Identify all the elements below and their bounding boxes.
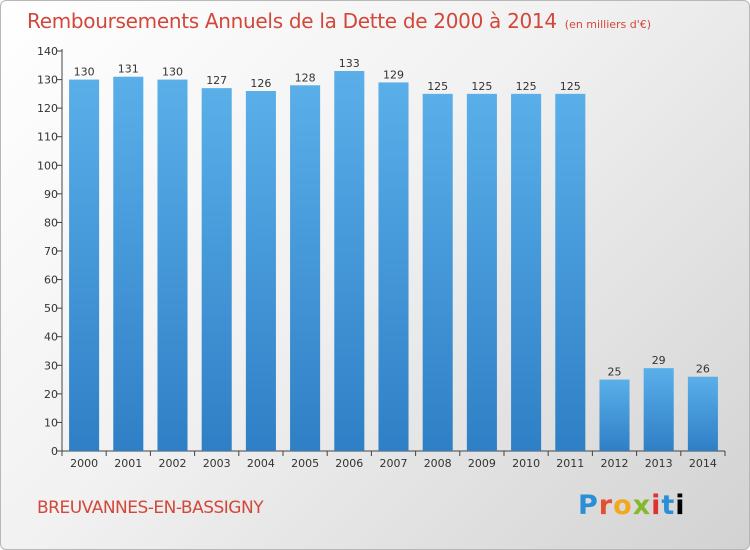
bar xyxy=(290,85,321,452)
data-label: 129 xyxy=(383,68,404,81)
x-tick-label: 2004 xyxy=(247,457,275,470)
y-tick-label: 130 xyxy=(37,74,58,87)
bar xyxy=(113,76,144,451)
bar xyxy=(157,79,188,452)
x-tick-label: 2014 xyxy=(689,457,717,470)
y-tick-label: 110 xyxy=(37,131,58,144)
data-label: 125 xyxy=(427,80,448,93)
data-label: 128 xyxy=(295,71,316,84)
data-label: 130 xyxy=(162,66,183,79)
x-tick-label: 2003 xyxy=(203,457,231,470)
bar xyxy=(334,71,365,451)
chart-axes: 0 10 20 30 40 50 60 70 80 90 100 110 120 130 140 2000 20… xyxy=(37,45,726,470)
y-tick-label: 120 xyxy=(37,102,58,115)
data-label: 125 xyxy=(471,80,492,93)
bar xyxy=(245,91,276,451)
data-label: 126 xyxy=(250,77,271,90)
x-tick-label: 2009 xyxy=(468,457,496,470)
y-tick-label: 10 xyxy=(44,416,58,429)
x-tick-label: 2002 xyxy=(159,457,187,470)
x-tick-label: 2000 xyxy=(70,457,98,470)
x-tick-label: 2005 xyxy=(291,457,319,470)
bar xyxy=(687,376,718,451)
bar xyxy=(511,93,542,451)
bar xyxy=(599,379,630,451)
y-tick-label: 70 xyxy=(44,245,58,258)
y-tick-label: 90 xyxy=(44,188,58,201)
x-tick-label: 2011 xyxy=(556,457,584,470)
proxiti-logo: Proxiti xyxy=(578,490,686,521)
bar xyxy=(69,79,100,452)
data-label: 25 xyxy=(608,366,622,379)
y-tick-label: 30 xyxy=(44,359,58,372)
y-tick-label: 40 xyxy=(44,331,58,344)
y-tick-label: 50 xyxy=(44,302,58,315)
data-label: 130 xyxy=(74,66,95,79)
x-tick-label: 2007 xyxy=(380,457,408,470)
x-tick-label: 2010 xyxy=(512,457,540,470)
x-tick-label: 2008 xyxy=(424,457,452,470)
chart-title-text: Remboursements Annuels de la Dette de 20… xyxy=(27,9,557,33)
data-label: 26 xyxy=(696,363,710,376)
data-label: 127 xyxy=(206,74,227,87)
data-label: 29 xyxy=(652,354,666,367)
y-tick-label: 140 xyxy=(37,45,58,58)
y-tick-label: 0 xyxy=(51,445,58,458)
y-tick-label: 20 xyxy=(44,388,58,401)
x-tick-label: 2006 xyxy=(335,457,363,470)
x-tick-label: 2013 xyxy=(645,457,673,470)
data-label: 125 xyxy=(560,80,581,93)
chart-title: Remboursements Annuels de la Dette de 20… xyxy=(27,9,651,33)
bar xyxy=(643,368,674,451)
bar xyxy=(466,93,497,451)
bar xyxy=(555,93,586,451)
x-tick-label: 2012 xyxy=(601,457,629,470)
x-tick-label: 2001 xyxy=(114,457,142,470)
y-tick-label: 60 xyxy=(44,274,58,287)
bar xyxy=(378,82,409,451)
y-tick-label: 100 xyxy=(37,159,58,172)
chart-unit: (en milliers d'€) xyxy=(564,18,652,31)
chart-bars: 130 131 130 127 126 128 133 129 125 125 125 125 25 29… xyxy=(69,57,718,452)
data-label: 133 xyxy=(339,57,360,70)
bar xyxy=(201,88,232,452)
y-tick-label: 80 xyxy=(44,216,58,229)
data-label: 131 xyxy=(118,63,139,76)
data-label: 125 xyxy=(516,80,537,93)
commune-name: BREUVANNES-EN-BASSIGNY xyxy=(37,498,264,518)
bar xyxy=(422,93,453,451)
